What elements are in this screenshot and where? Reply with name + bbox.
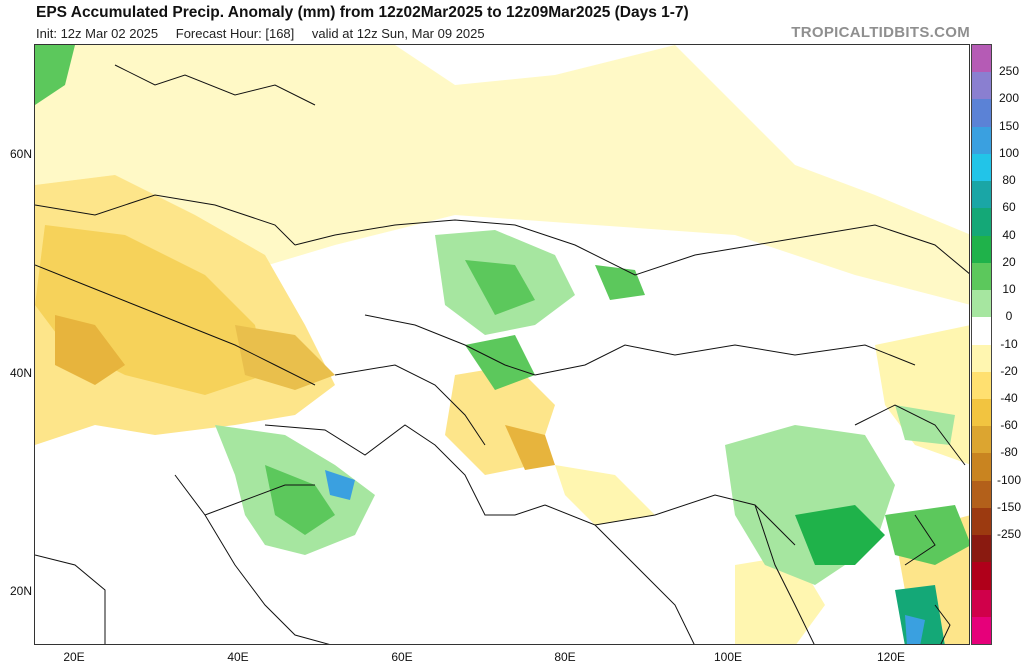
- colorbar-label: 40: [1002, 227, 1016, 242]
- colorbar-label: 200: [998, 91, 1020, 106]
- borders-layer: [35, 64, 969, 644]
- colorbar-label: -100: [996, 472, 1022, 487]
- lon-label-60e: 60E: [391, 650, 413, 664]
- lon-label-100e: 100E: [713, 650, 743, 664]
- forecast-hour: Forecast Hour: [168]: [175, 26, 295, 41]
- map-canvas: [35, 45, 969, 644]
- colorbar-segment: [972, 535, 991, 563]
- colorbar-label: -80: [1000, 445, 1018, 460]
- colorbar-label: -40: [1000, 390, 1018, 405]
- colorbar-label: -250: [996, 527, 1022, 542]
- colorbar-segment: [972, 426, 991, 454]
- colorbar-label: -150: [996, 499, 1022, 514]
- colorbar-segment: [972, 589, 991, 618]
- colorbar: [971, 44, 992, 645]
- chart-title: EPS Accumulated Precip. Anomaly (mm) fro…: [36, 4, 689, 21]
- colorbar-segment: [972, 126, 991, 155]
- colorbar-segment: [972, 235, 991, 264]
- colorbar-segment: [972, 72, 991, 100]
- colorbar-segment: [972, 344, 991, 373]
- colorbar-segment: [972, 290, 991, 318]
- colorbar-segment: [972, 398, 991, 427]
- colorbar-label: 10: [1002, 282, 1016, 297]
- colorbar-segment: [972, 181, 991, 209]
- lat-label-40n: 40N: [9, 366, 32, 380]
- lon-label-80e: 80E: [554, 650, 576, 664]
- site-watermark: TROPICALTIDBITS.COM: [791, 24, 970, 41]
- colorbar-segment: [972, 99, 991, 128]
- dry-anomaly-layer: [35, 45, 969, 644]
- colorbar-segment: [972, 262, 991, 291]
- lat-label-60n: 60N: [9, 147, 32, 161]
- colorbar-segment: [972, 45, 991, 73]
- colorbar-label: 150: [998, 118, 1020, 133]
- lon-label-40e: 40E: [227, 650, 249, 664]
- colorbar-segment: [972, 616, 991, 645]
- lon-label-120e: 120E: [876, 650, 906, 664]
- valid-time: valid at 12z Sun, Mar 09 2025: [311, 26, 485, 41]
- lat-label-20n: 20N: [9, 584, 32, 598]
- colorbar-label: 60: [1002, 200, 1016, 215]
- colorbar-label: 250: [998, 64, 1020, 79]
- colorbar-label: -20: [1000, 363, 1018, 378]
- colorbar-label: 100: [998, 145, 1020, 160]
- colorbar-segment: [972, 562, 991, 591]
- colorbar-segment: [972, 480, 991, 509]
- colorbar-segment: [972, 371, 991, 400]
- colorbar-segment: [972, 317, 991, 345]
- colorbar-label: 80: [1002, 173, 1016, 188]
- colorbar-segment: [972, 153, 991, 182]
- colorbar-label: 0: [1005, 309, 1013, 324]
- colorbar-label: -60: [1000, 418, 1018, 433]
- colorbar-segment: [972, 453, 991, 482]
- colorbar-label: -10: [1000, 336, 1018, 351]
- chart-subtitle: Init: 12z Mar 02 2025 Forecast Hour: [16…: [36, 26, 499, 41]
- init-time: Init: 12z Mar 02 2025: [36, 26, 159, 41]
- precip-anomaly-map: [34, 44, 970, 645]
- colorbar-label: 20: [1002, 254, 1016, 269]
- lon-label-20e: 20E: [63, 650, 85, 664]
- colorbar-segment: [972, 208, 991, 237]
- colorbar-segment: [972, 507, 991, 536]
